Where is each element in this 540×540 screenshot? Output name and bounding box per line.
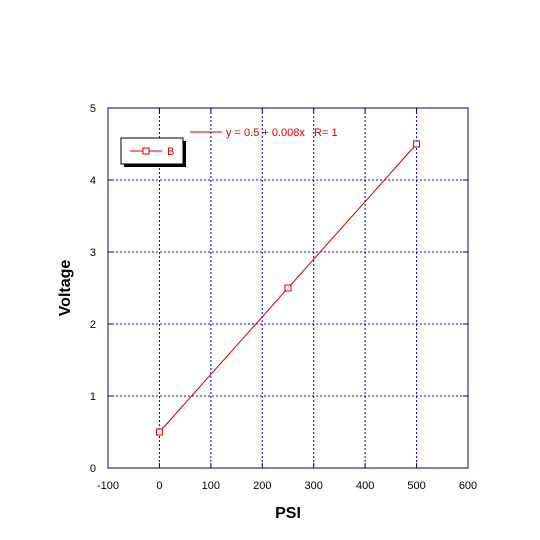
y-tick-label: 4 <box>90 175 96 187</box>
legend: B <box>120 137 186 167</box>
fit-equation-label: y = 0.5 + 0.008x R= 1 <box>226 127 338 139</box>
y-axis-title: Voltage <box>57 260 74 317</box>
x-tick-label: -100 <box>97 480 119 492</box>
y-axis-ticks: 0 1 2 3 4 5 <box>90 103 468 475</box>
y-tick-label: 5 <box>90 103 96 115</box>
plot-frame <box>107 107 469 469</box>
x-tick-label: 0 <box>156 480 162 492</box>
data-point-marker <box>155 428 163 436</box>
data-point-marker <box>284 284 292 292</box>
data-point-marker <box>413 140 421 148</box>
series-layer <box>155 140 421 436</box>
x-tick-label: 500 <box>407 480 425 492</box>
y-tick-label: 3 <box>90 247 96 259</box>
x-axis-ticks: -100 0 100 200 300 400 500 600 <box>97 108 477 492</box>
y-tick-label: 0 <box>90 463 96 475</box>
x-tick-label: 400 <box>356 480 374 492</box>
y-tick-label: 1 <box>90 391 96 403</box>
y-tick-label: 2 <box>90 319 96 331</box>
legend-series-label: B <box>167 146 174 158</box>
grid <box>108 108 468 468</box>
fit-annotation: y = 0.5 + 0.008x R= 1 <box>190 127 338 139</box>
legend-series-marker <box>142 147 150 155</box>
x-tick-label: 200 <box>253 480 271 492</box>
x-tick-label: 100 <box>202 480 220 492</box>
x-axis-title: PSI <box>275 505 301 522</box>
x-tick-label: 600 <box>459 480 477 492</box>
x-tick-label: 300 <box>305 480 323 492</box>
